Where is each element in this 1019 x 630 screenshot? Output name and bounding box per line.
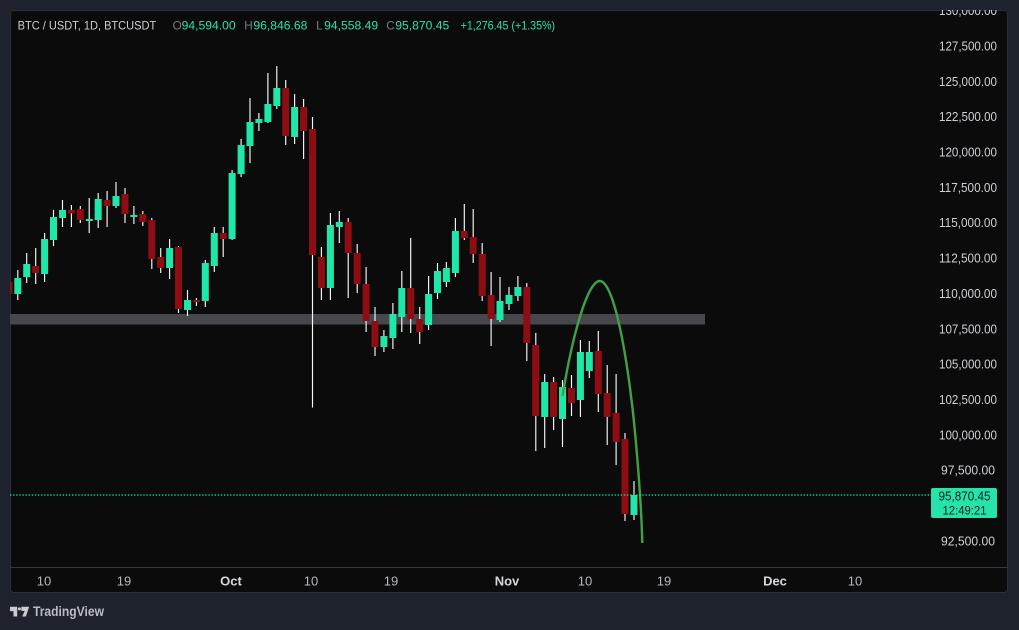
- svg-text:115,000.00: 115,000.00: [939, 215, 997, 230]
- svg-text:125,000.00: 125,000.00: [939, 74, 997, 89]
- svg-text:Dec: Dec: [763, 574, 787, 589]
- svg-text:C: C: [386, 19, 395, 33]
- svg-text:92,500.00: 92,500.00: [941, 533, 995, 548]
- svg-text:19: 19: [657, 574, 671, 589]
- svg-text:O: O: [173, 19, 182, 33]
- svg-text:130,000.00: 130,000.00: [939, 3, 997, 18]
- svg-text:112,500.00: 112,500.00: [939, 251, 997, 266]
- svg-text:10: 10: [37, 574, 51, 589]
- svg-text:117,500.00: 117,500.00: [939, 180, 997, 195]
- svg-text:122,500.00: 122,500.00: [939, 109, 997, 124]
- svg-text:19: 19: [384, 574, 398, 589]
- svg-text:TradingView: TradingView: [33, 604, 104, 619]
- svg-text:94,594.00: 94,594.00: [182, 19, 236, 33]
- svg-text:BTC / USDT, 1D, BTCUSDT: BTC / USDT, 1D, BTCUSDT: [18, 19, 157, 33]
- svg-text:+1,276.45 (+1.35%): +1,276.45 (+1.35%): [461, 19, 556, 33]
- svg-text:H: H: [244, 19, 253, 33]
- svg-text:110,000.00: 110,000.00: [939, 286, 997, 301]
- svg-text:10: 10: [578, 574, 592, 589]
- svg-text:19: 19: [117, 574, 131, 589]
- svg-text:10: 10: [848, 574, 862, 589]
- svg-text:100,000.00: 100,000.00: [939, 427, 997, 442]
- svg-text:95,870.45: 95,870.45: [939, 490, 991, 504]
- svg-text:94,558.49: 94,558.49: [324, 19, 378, 33]
- svg-text:107,500.00: 107,500.00: [939, 321, 997, 336]
- svg-text:96,846.68: 96,846.68: [253, 19, 307, 33]
- svg-text:102,500.00: 102,500.00: [939, 392, 997, 407]
- svg-text:L: L: [316, 19, 323, 33]
- svg-text:Oct: Oct: [220, 574, 242, 589]
- svg-text:97,500.00: 97,500.00: [941, 463, 995, 478]
- svg-text:120,000.00: 120,000.00: [939, 145, 997, 160]
- svg-text:105,000.00: 105,000.00: [939, 357, 997, 372]
- svg-text:127,500.00: 127,500.00: [939, 38, 997, 53]
- svg-text:12:49:21: 12:49:21: [943, 504, 987, 518]
- svg-text:10: 10: [304, 574, 318, 589]
- svg-text:95,870.45: 95,870.45: [395, 19, 449, 33]
- svg-text:Nov: Nov: [495, 574, 520, 589]
